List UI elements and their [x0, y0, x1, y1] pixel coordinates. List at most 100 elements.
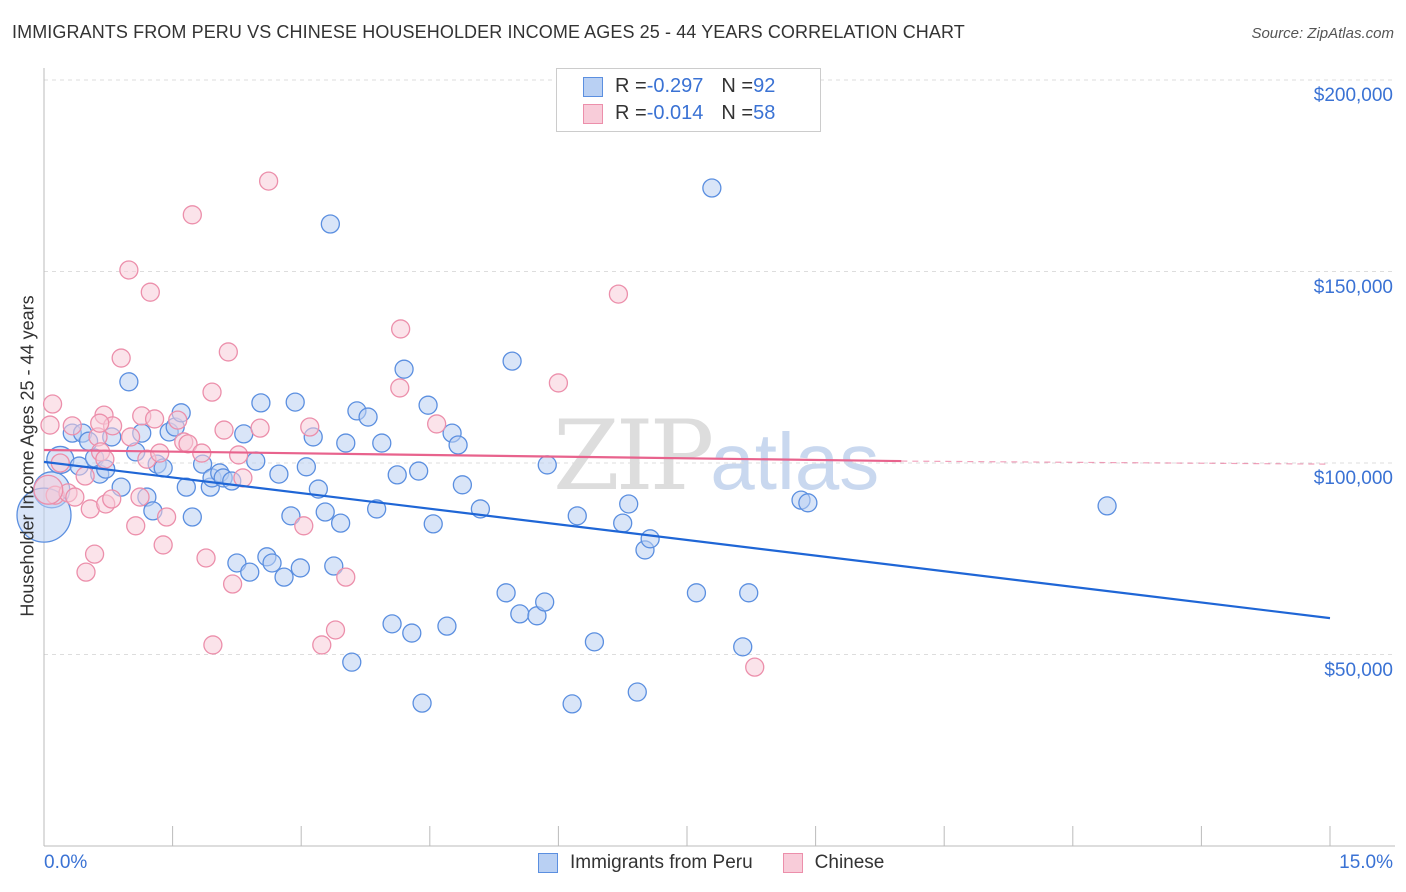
data-point-peru — [315, 502, 335, 522]
data-point-chinese — [294, 516, 314, 536]
data-point-peru — [182, 507, 202, 527]
data-point-peru — [640, 529, 660, 549]
data-point-peru — [496, 583, 516, 603]
data-point-chinese — [202, 382, 222, 402]
trendline-chinese — [43, 448, 902, 463]
legend-label-chinese: Chinese — [814, 852, 885, 873]
data-point-peru — [562, 694, 582, 714]
y-axis-label: Householder Income Ages 25 - 44 years — [17, 295, 38, 617]
data-point-chinese — [745, 657, 765, 677]
data-point-peru — [584, 632, 605, 652]
data-point-peru — [537, 455, 557, 475]
r-value: -0.014 — [646, 102, 704, 124]
data-point-peru — [686, 583, 707, 603]
data-point-peru — [285, 392, 305, 412]
data-point-chinese — [548, 373, 569, 393]
data-point-chinese — [140, 282, 160, 302]
data-point-chinese — [120, 427, 141, 447]
r-value: -0.297 — [646, 75, 704, 97]
data-point-peru — [567, 506, 587, 526]
legend-swatch-peru — [583, 76, 603, 97]
data-point-peru — [702, 178, 722, 198]
data-point-peru — [240, 562, 260, 582]
data-point-chinese — [182, 205, 202, 225]
data-point-peru — [619, 494, 639, 514]
data-point-chinese — [300, 417, 320, 437]
data-point-chinese — [336, 567, 356, 587]
data-point-chinese — [40, 415, 60, 435]
data-point-peru — [320, 214, 340, 234]
data-point-peru — [342, 652, 362, 672]
y-tick-label: $200,000 — [1313, 85, 1393, 106]
data-point-chinese — [144, 409, 165, 429]
legend-row-peru: R = -0.297 N = 92 — [583, 75, 775, 98]
legend-swatch-chinese — [782, 853, 803, 873]
data-point-peru — [409, 461, 429, 481]
data-point-peru — [739, 583, 759, 603]
data-point-peru — [535, 592, 555, 612]
data-point-chinese — [222, 574, 243, 594]
n-label: N = — [721, 75, 754, 97]
data-point-chinese — [325, 620, 346, 640]
data-point-peru — [290, 558, 310, 578]
data-point-chinese — [90, 413, 110, 433]
data-point-peru — [281, 506, 301, 526]
trendline-peru — [43, 460, 1331, 620]
r-label: R = — [615, 75, 647, 97]
y-tick-label: $150,000 — [1313, 276, 1393, 298]
data-point-chinese — [608, 284, 629, 304]
trendline-chinese — [901, 460, 1331, 465]
data-point-peru — [394, 359, 414, 379]
data-point-peru — [324, 556, 344, 576]
data-point-chinese — [203, 635, 223, 655]
data-point-peru — [448, 435, 468, 455]
data-point-peru — [234, 424, 254, 444]
data-point-chinese — [390, 378, 410, 398]
data-point-peru — [274, 567, 294, 587]
stats-legend: R = -0.297 N = 92 R = -0.014 N = 58 — [556, 68, 821, 132]
data-point-chinese — [168, 410, 188, 430]
data-point-peru — [613, 513, 633, 533]
n-value: 92 — [753, 75, 776, 97]
data-point-chinese — [150, 443, 170, 463]
data-point-chinese — [427, 414, 447, 434]
data-point-peru — [296, 457, 316, 477]
data-point-peru — [437, 616, 457, 636]
data-point-peru — [387, 465, 407, 485]
data-point-peru — [246, 451, 266, 471]
data-point-chinese — [228, 445, 249, 465]
data-point-chinese — [196, 548, 216, 568]
x-tick-label-min: 0.0% — [44, 852, 88, 873]
data-point-chinese — [76, 562, 96, 582]
data-point-peru — [251, 393, 271, 413]
legend-row-chinese: R = -0.014 N = 58 — [583, 102, 775, 125]
data-point-chinese — [391, 319, 411, 339]
data-point-chinese — [153, 535, 173, 555]
data-point-peru — [1097, 496, 1117, 516]
data-point-chinese — [156, 507, 177, 527]
y-tick-label: $50,000 — [1324, 659, 1393, 681]
legend-swatch-chinese — [583, 103, 603, 124]
data-point-chinese — [258, 171, 279, 191]
data-point-chinese — [126, 516, 146, 536]
data-point-chinese — [312, 635, 332, 655]
data-point-chinese — [119, 260, 139, 280]
data-point-peru — [119, 372, 139, 392]
data-point-peru — [798, 493, 818, 513]
data-point-chinese — [102, 489, 122, 509]
data-point-chinese — [218, 342, 238, 362]
data-point-peru — [262, 553, 282, 573]
data-point-chinese — [65, 487, 85, 507]
data-point-chinese — [111, 348, 131, 368]
data-point-peru — [402, 623, 422, 643]
data-point-peru — [412, 693, 432, 713]
data-point-peru — [358, 407, 378, 427]
data-point-peru — [372, 433, 392, 453]
data-point-chinese — [95, 449, 115, 469]
data-point-peru — [269, 464, 289, 484]
series-legend: Immigrants from Peru Chinese — [538, 852, 884, 874]
data-point-peru — [382, 614, 402, 634]
y-tick-label: $100,000 — [1313, 468, 1393, 489]
